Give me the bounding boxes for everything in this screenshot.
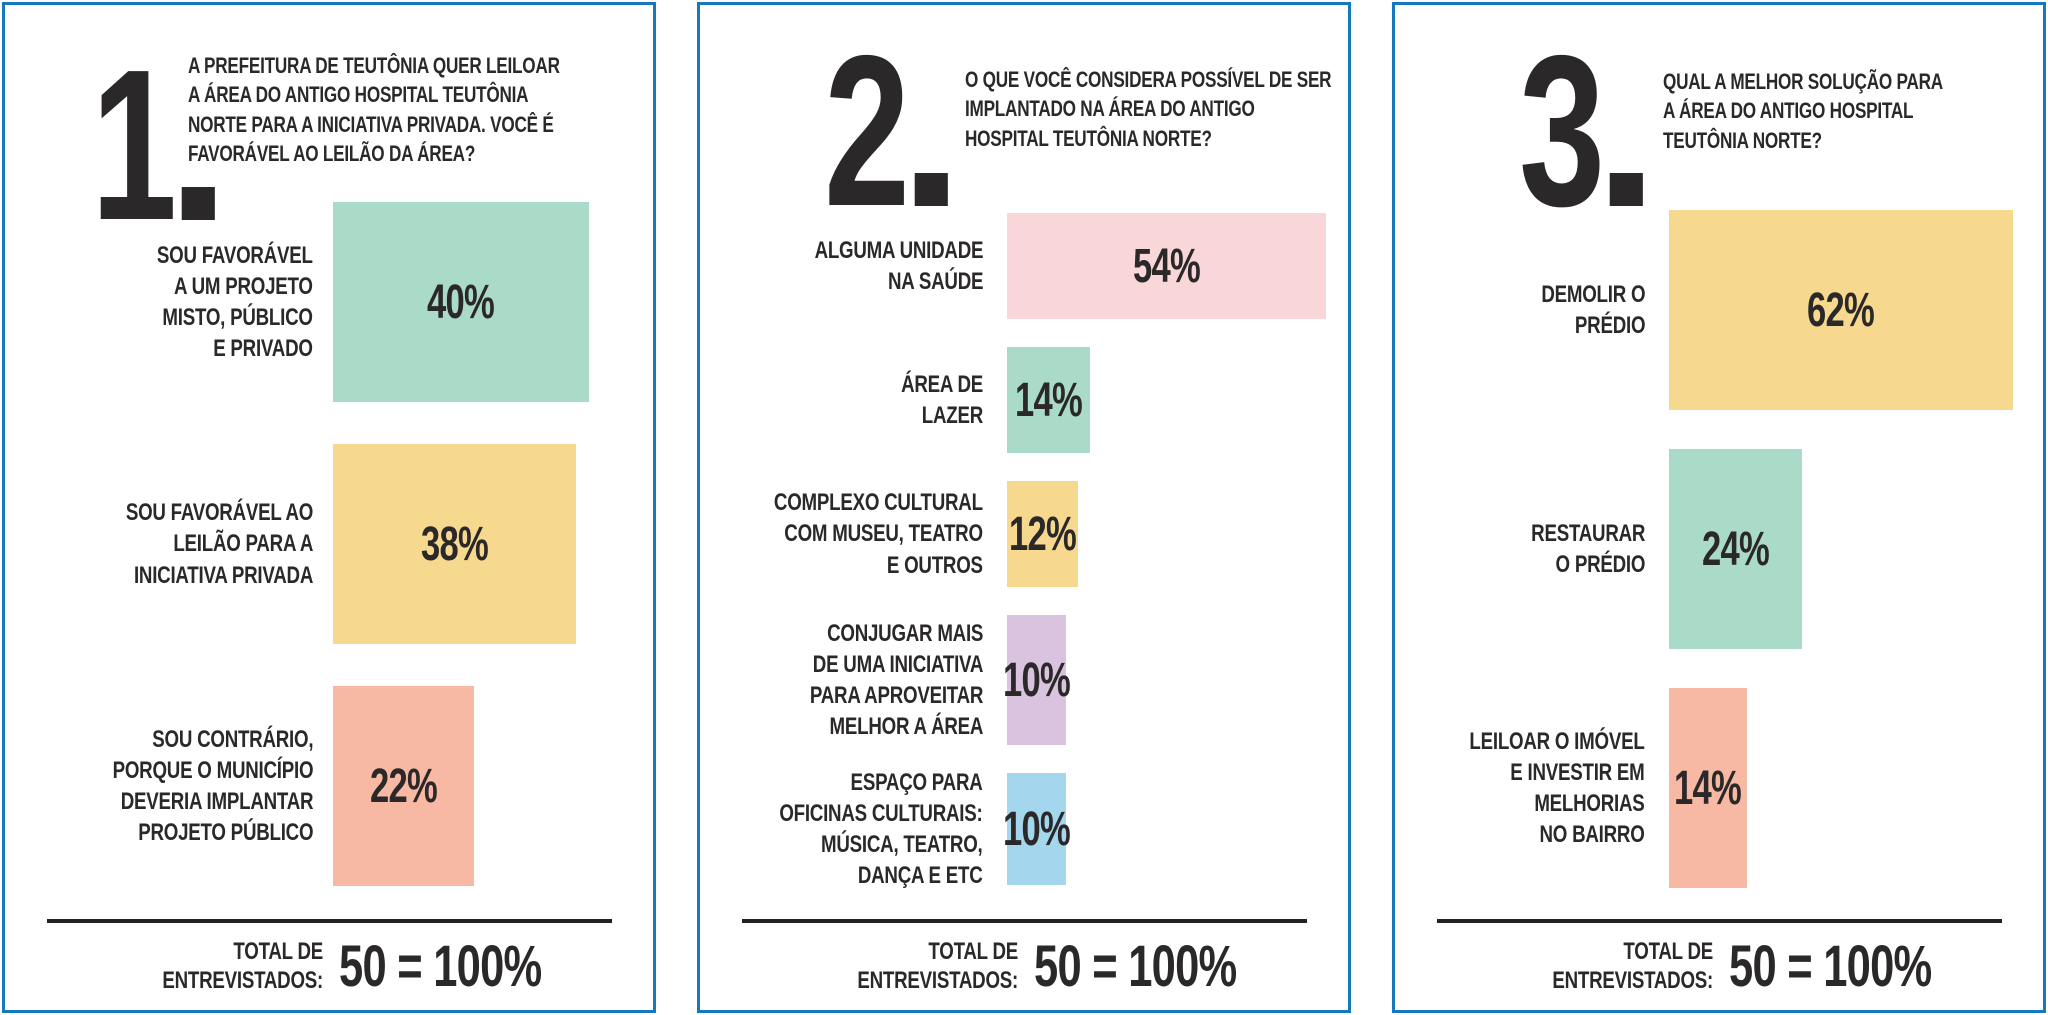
total-value: 50 = 100% (1034, 934, 1237, 999)
bar-value: 40% (427, 275, 495, 329)
question-2-text: O QUE VOCÊ CONSIDERA POSSÍVEL DE SER IMP… (965, 67, 1332, 151)
panel-question-1: 1 A PREFEITURA DE TEUTÔNIA QUER LEILOAR … (2, 2, 656, 1013)
bar-chart-2: ALGUMA UNIDADE NA SAÚDE 54% ÁREA DE LAZE… (700, 5, 1348, 890)
bar-row: SOU FAVORÁVEL AO LEILÃO PARA A INICIATIV… (5, 444, 653, 644)
bar-salmon-14: 14% (1669, 688, 1747, 888)
bar-row: SOU CONTRÁRIO, PORQUE O MUNICÍPIO DEVERI… (5, 686, 653, 886)
bar-lavender-10: 10% (1003, 615, 1071, 745)
bar-yellow-38: 38% (333, 444, 576, 644)
question-3-text: QUAL A MELHOR SOLUÇÃO PARA A ÁREA DO ANT… (1663, 69, 1943, 153)
question-number-digit: 3 (1519, 10, 1605, 251)
question-1-number: 1 (91, 24, 215, 265)
question-number-digit: 2 (824, 10, 910, 251)
number-period-square (1609, 173, 1643, 207)
bar-row: ESPAÇO PARA OFICINAS CULTURAIS: MÚSICA, … (700, 769, 1348, 890)
bar-pink-54: 54% (1007, 213, 1326, 319)
divider-line (1436, 919, 2002, 923)
question-1-text: A PREFEITURA DE TEUTÔNIA QUER LEILOAR A … (188, 53, 560, 167)
bar-value: 24% (1701, 522, 1770, 576)
bar-label: COMPLEXO CULTURAL COM MUSEU, TEATRO E OU… (774, 489, 983, 579)
question-number-digit: 1 (91, 24, 177, 265)
bar-value: 14% (1014, 373, 1083, 427)
total-section: TOTAL DE ENTREVISTADOS: 50 = 100% (5, 919, 653, 1000)
bar-chart-3: DEMOLIR O PRÉDIO 62% RESTAURAR O PRÉDIO … (1395, 5, 2043, 888)
bar-blue-10: 10% (1003, 773, 1071, 885)
bar-label: RESTAURAR O PRÉDIO (1530, 519, 1645, 578)
bar-salmon-22: 22% (333, 686, 474, 886)
bar-row: ALGUMA UNIDADE NA SAÚDE 54% (700, 213, 1348, 319)
bar-label: SOU FAVORÁVEL AO LEILÃO PARA A INICIATIV… (125, 499, 314, 589)
total-value: 50 = 100% (1729, 934, 1932, 999)
total-section: TOTAL DE ENTREVISTADOS: 50 = 100% (700, 919, 1348, 1000)
total-value: 50 = 100% (339, 934, 542, 999)
total-label: TOTAL DE ENTREVISTADOS: (162, 937, 323, 994)
total-label: TOTAL DE ENTREVISTADOS: (857, 937, 1018, 994)
bar-value: 38% (420, 517, 489, 571)
bar-yellow-12: 12% (1007, 481, 1078, 587)
total-label: TOTAL DE ENTREVISTADOS: (1552, 937, 1713, 994)
bar-label: DEMOLIR O PRÉDIO (1541, 280, 1645, 339)
bar-value: 10% (1002, 653, 1071, 707)
bar-row: DEMOLIR O PRÉDIO 62% (1395, 210, 2043, 410)
bar-label: SOU CONTRÁRIO, PORQUE O MUNICÍPIO DEVERI… (112, 725, 313, 847)
bar-row: CONJUGAR MAIS DE UMA INICIATIVA PARA APR… (700, 615, 1348, 745)
bar-teal-24: 24% (1669, 449, 1802, 649)
panel-question-2: 2 O QUE VOCÊ CONSIDERA POSSÍVEL DE SER I… (697, 2, 1351, 1013)
bar-chart-1: SOU FAVORÁVEL A UM PROJETO MISTO, PÚBLIC… (5, 5, 653, 886)
bar-value: 14% (1674, 761, 1742, 815)
bar-label: CONJUGAR MAIS DE UMA INICIATIVA PARA APR… (809, 619, 984, 741)
bar-teal-14: 14% (1007, 347, 1090, 453)
bar-teal-40: 40% (333, 202, 589, 402)
number-period-square (914, 173, 948, 207)
bar-row: ÁREA DE LAZER 14% (700, 347, 1348, 453)
bar-value: 22% (369, 759, 438, 813)
divider-line (46, 919, 612, 923)
panel-question-3: 3 QUAL A MELHOR SOLUÇÃO PARA A ÁREA DO A… (1392, 2, 2046, 1013)
divider-line (741, 919, 1307, 923)
bar-label: ESPAÇO PARA OFICINAS CULTURAIS: MÚSICA, … (779, 768, 983, 890)
total-section: TOTAL DE ENTREVISTADOS: 50 = 100% (1395, 919, 2043, 1000)
bar-row: COMPLEXO CULTURAL COM MUSEU, TEATRO E OU… (700, 481, 1348, 587)
question-3-number: 3 (1519, 10, 1643, 251)
bar-value: 10% (1002, 802, 1071, 856)
bar-value: 54% (1132, 239, 1201, 293)
question-2-number: 2 (824, 10, 948, 251)
bar-label: ALGUMA UNIDADE NA SAÚDE (814, 236, 983, 295)
bar-row: LEILOAR O IMÓVEL E INVESTIR EM MELHORIAS… (1395, 688, 2043, 888)
bar-label: LEILOAR O IMÓVEL E INVESTIR EM MELHORIAS… (1469, 727, 1645, 849)
bar-label: ÁREA DE LAZER (901, 370, 983, 429)
bar-value: 62% (1807, 283, 1875, 337)
bar-row: SOU FAVORÁVEL A UM PROJETO MISTO, PÚBLIC… (5, 202, 653, 402)
bar-value: 12% (1008, 507, 1077, 561)
bar-label: SOU FAVORÁVEL A UM PROJETO MISTO, PÚBLIC… (157, 241, 313, 363)
bar-yellow-62: 62% (1669, 210, 2013, 410)
bar-row: RESTAURAR O PRÉDIO 24% (1395, 449, 2043, 649)
number-period-square (181, 187, 215, 221)
